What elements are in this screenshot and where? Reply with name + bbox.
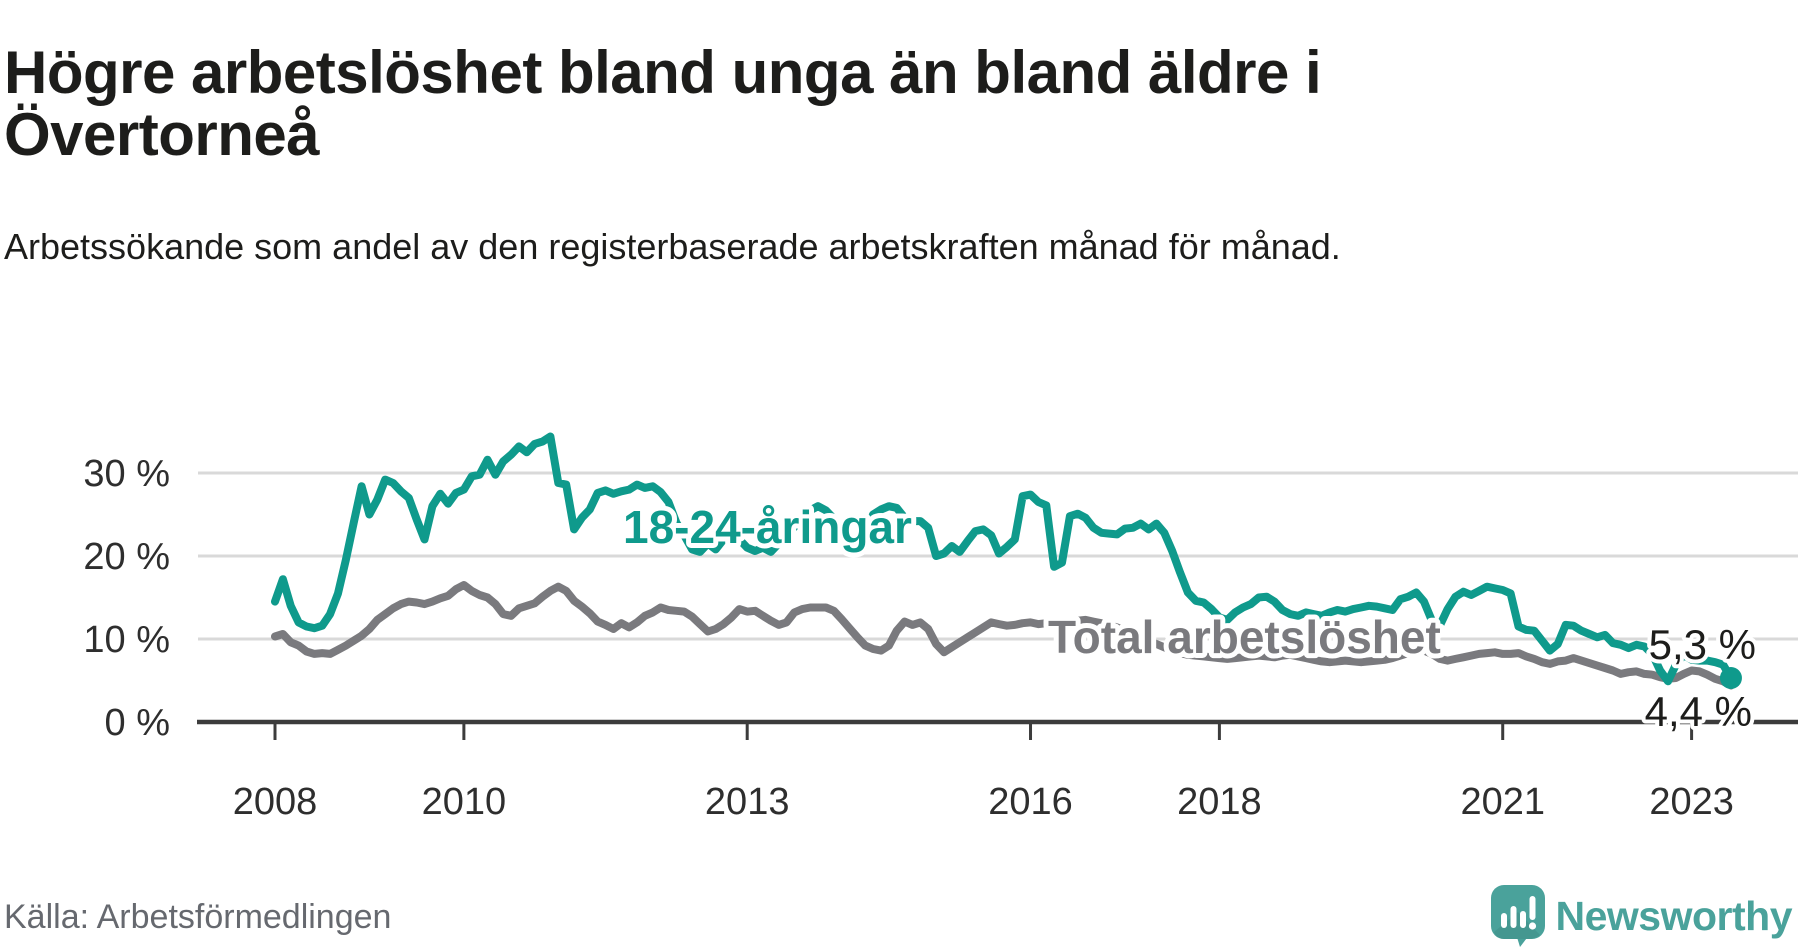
y-tick-label: 10 %: [83, 619, 170, 661]
source-caption: Källa: Arbetsförmedlingen: [4, 898, 392, 936]
x-tick-label: 2013: [705, 781, 790, 823]
chart-canvas: 2008 2010 2013 2016 2018 2021 2023 0 % 10 % 20 %…: [83, 432, 1798, 823]
series-lines: [271, 432, 1742, 690]
x-tick-label: 2021: [1460, 781, 1545, 823]
bubble-shadow: [1493, 912, 1540, 939]
unemployment-line-chart: 2008 2010 2013 2016 2018 2021 2023 0 % 10 % 20 %…: [40, 356, 1800, 836]
x-tick-label: 2018: [1177, 781, 1262, 823]
line-total: [271, 581, 1735, 690]
latest-point-dot: [1719, 667, 1742, 690]
x-tick-label: 2023: [1649, 781, 1734, 823]
chart-labels: 0 % 10 % 20 % 30 % 18-24-åringar 5,3 % Total a…: [83, 453, 1760, 744]
brand-name: Newsworthy: [1555, 892, 1793, 939]
line-youth: [271, 432, 1735, 686]
newsworthy-logo-icon: [1490, 885, 1545, 947]
exclamation-dot: [1528, 922, 1536, 930]
page-subtitle: Arbetssökande som andel av den registerb…: [4, 226, 1341, 267]
bar-chart-glyph: [1500, 896, 1536, 930]
end-value-label: 5,3 %: [1649, 621, 1756, 668]
x-tick-label: 2016: [988, 781, 1073, 823]
end-value-label: 4,4 %: [1645, 688, 1752, 735]
exclamation-bar: [1529, 896, 1535, 920]
x-axis: 2008 2010 2013 2016 2018 2021 2023: [197, 719, 1798, 823]
x-tick-label: 2010: [422, 781, 507, 823]
y-tick-label: 20 %: [83, 536, 170, 578]
y-tick-label: 0 %: [105, 702, 170, 744]
x-tick-label: 2008: [233, 781, 318, 823]
series-label: 18-24-åringar: [623, 501, 912, 553]
y-tick-label: 30 %: [83, 453, 170, 495]
series-label: Total arbetslöshet: [1048, 611, 1441, 663]
brand-lockup: Newsworthy: [1490, 884, 1793, 948]
page-title: Högre arbetslöshet bland unga än bland ä…: [4, 39, 1322, 169]
